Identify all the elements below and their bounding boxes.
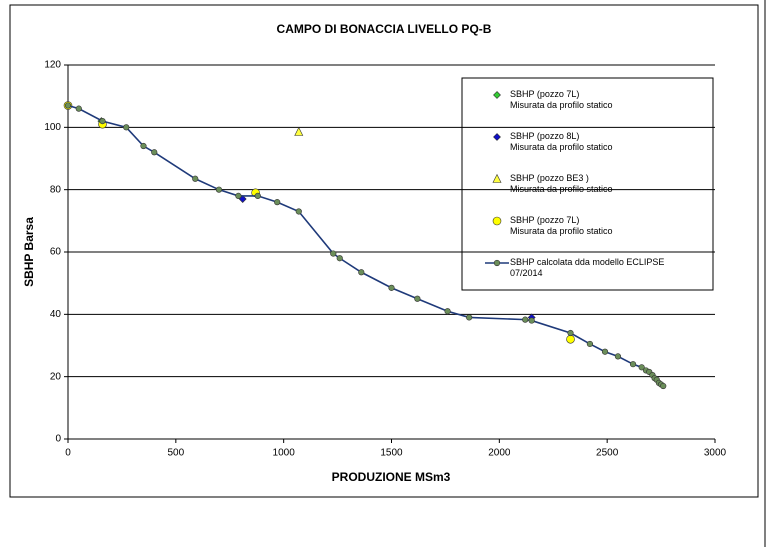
legend-marker xyxy=(492,216,502,226)
y-tick-label: 100 xyxy=(44,122,61,133)
point xyxy=(192,175,199,182)
legend-label: SBHP (pozzo BE3 ) Misurata da profilo st… xyxy=(510,173,613,194)
x-tick-label: 1500 xyxy=(380,448,403,459)
point xyxy=(295,208,302,215)
legend-marker xyxy=(493,91,501,99)
point xyxy=(566,334,575,344)
point xyxy=(123,124,130,131)
point xyxy=(336,255,343,262)
point xyxy=(215,186,223,193)
x-tick-label: 500 xyxy=(167,448,184,459)
y-tick-label: 0 xyxy=(55,434,61,445)
y-tick-label: 20 xyxy=(50,371,62,382)
x-tick-label: 0 xyxy=(65,448,71,459)
point xyxy=(660,382,667,390)
x-tick-label: 1000 xyxy=(273,448,296,459)
point xyxy=(388,284,395,291)
legend-marker xyxy=(492,173,502,183)
point xyxy=(522,316,529,323)
point xyxy=(638,364,645,371)
point xyxy=(75,105,82,112)
y-axis-label: SBHP Barsa xyxy=(22,217,36,287)
point xyxy=(235,192,242,199)
x-axis-label: PRODUZIONE MSm3 xyxy=(332,470,451,484)
legend-label: SBHP calcolata dda modello ECLIPSE 07/20… xyxy=(510,257,665,278)
point xyxy=(567,329,574,337)
x-tick-label: 2500 xyxy=(596,448,619,459)
point xyxy=(614,353,622,360)
point xyxy=(358,269,365,276)
point xyxy=(274,199,281,206)
legend-label: SBHP (pozzo 7L) Misurata da profilo stat… xyxy=(510,215,613,236)
point xyxy=(140,142,147,150)
x-tick-label: 2000 xyxy=(488,448,511,459)
legend-marker xyxy=(493,259,501,267)
y-tick-label: 120 xyxy=(44,60,61,71)
y-tick-label: 60 xyxy=(50,247,62,258)
point xyxy=(330,250,337,257)
y-tick-label: 40 xyxy=(50,309,62,320)
y-tick-label: 80 xyxy=(50,184,62,195)
chart-title: CAMPO DI BONACCIA LIVELLO PQ-B xyxy=(277,22,492,36)
point xyxy=(586,340,594,348)
point xyxy=(414,295,421,302)
point xyxy=(64,102,72,109)
point xyxy=(528,317,535,324)
point xyxy=(601,348,609,355)
legend-label: SBHP (pozzo 7L) Misurata da profilo stat… xyxy=(510,89,613,110)
point xyxy=(444,308,451,315)
legend-marker xyxy=(493,133,501,141)
point xyxy=(629,361,637,368)
legend-label: SBHP (pozzo 8L) Misurata da profilo stat… xyxy=(510,131,613,152)
point xyxy=(151,149,158,156)
point xyxy=(294,126,304,136)
point xyxy=(99,117,106,125)
legend-box xyxy=(461,77,714,291)
point xyxy=(466,314,473,321)
point xyxy=(254,192,261,199)
x-tick-label: 3000 xyxy=(704,448,727,459)
